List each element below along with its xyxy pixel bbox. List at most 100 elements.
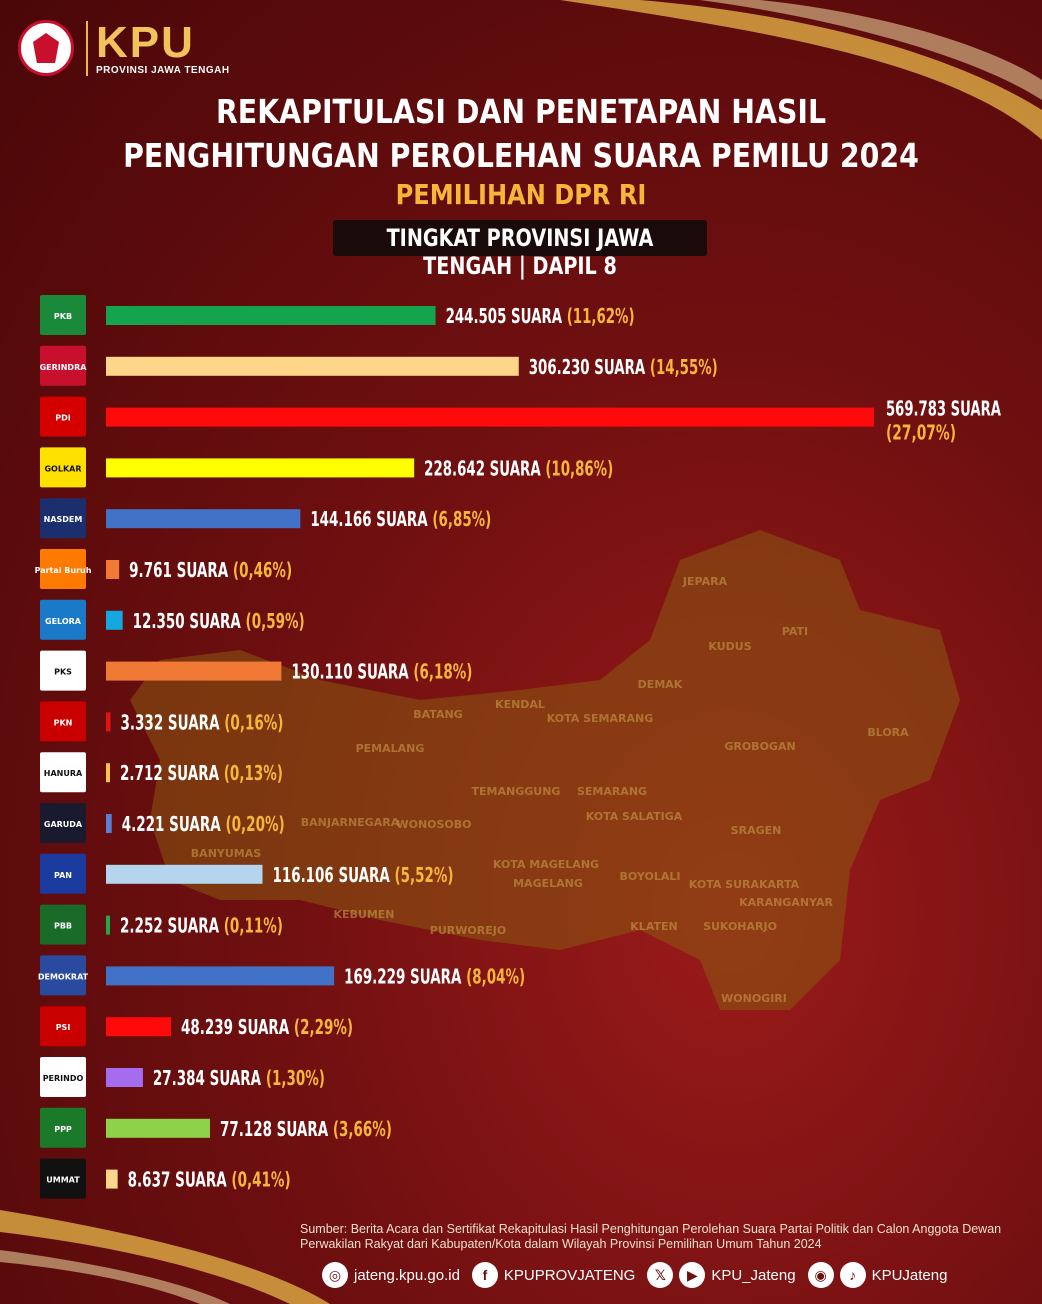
percent-label-9: (0,13%) [224,761,283,785]
party-logo-5: Partai Buruh [35,549,92,589]
percent-label-12: (0,11%) [224,914,283,938]
value-label-14: 48.239 SUARA (2,29%) [181,1015,353,1039]
map-label: WONOGIRI [721,992,787,1005]
party-logo-7: PKS [40,650,86,691]
x-icon[interactable]: 𝕏 [647,1262,674,1288]
bar-10 [106,814,112,833]
map-label: GROBOGAN [724,740,795,753]
map-label: BLORA [867,726,909,739]
percent-label-14: (2,29%) [294,1015,353,1039]
value-label-3: 228.642 SUARA (10,86%) [424,456,613,480]
value-label-4: 144.166 SUARA (6,85%) [310,507,491,531]
party-logo-text: NASDEM [44,515,83,524]
party-logo-text: Partai Buruh [35,566,92,575]
bar-6 [106,610,123,630]
kpu-emblem-icon [18,20,74,76]
party-logo-2: PDI [40,396,86,437]
party-logo-text: GELORA [45,617,82,626]
source-note: Sumber: Berita Acara dan Sertifikat Reka… [300,1222,1002,1251]
map-label: SRAGEN [731,824,782,837]
facebook-link[interactable]: KPUPROVJATENG [503,1266,636,1284]
x-youtube-link[interactable]: KPU_Jateng [711,1266,796,1284]
bar-2 [106,407,874,427]
bar-7 [106,661,282,681]
map-label: TEMANGGUNG [472,785,561,798]
instagram-tiktok-link[interactable]: KPUJateng [871,1266,948,1284]
logo-subtext: PROVINSI JAWA TENGAH [96,64,230,76]
percent-label-15: (1,30%) [266,1066,325,1090]
map-label: BANJARNEGARA [301,816,400,829]
party-logo-8: PKN [40,701,86,742]
value-label-9: 2.712 SUARA (0,13%) [120,761,283,785]
map-label: KOTA MAGELANG [493,858,599,871]
value-label-13: 169.229 SUARA (8,04%) [344,964,525,988]
value-label-17: 8.637 SUARA (0,41%) [128,1168,291,1192]
party-logo-text: GARUDA [44,820,83,829]
percent-label-4: (6,85%) [432,507,491,531]
globe-icon[interactable]: ◎ [322,1262,348,1288]
map-label: MAGELANG [513,877,583,890]
footer: ◎ jateng.kpu.go.id f KPUPROVJATENG 𝕏 ▶ K… [322,1262,959,1288]
map-label: PURWOREJO [430,924,506,937]
party-logo-13: DEMOKRAT [38,955,89,996]
map-label: DEMAK [638,678,683,691]
percent-label-10: (0,20%) [225,812,284,836]
percent-label-0: (11,62%) [567,304,635,328]
value-label-6: 12.350 SUARA (0,59%) [133,609,305,633]
bar-5 [106,560,120,579]
kpu-logo: KPU PROVINSI JAWA TENGAH [18,20,230,76]
party-logo-17: UMMAT [40,1158,86,1199]
party-logo-text: GERINDRA [40,363,88,372]
bar-13 [106,966,335,986]
level-text: TINGKAT PROVINSI JAWA TENGAH | DAPIL 8 [386,224,654,280]
map-label: PEMALANG [356,742,425,755]
website-link[interactable]: jateng.kpu.go.id [354,1266,460,1284]
level-badge [333,220,707,256]
percent-label-16: (3,66%) [333,1117,392,1141]
bar-4 [106,509,301,529]
party-logo-text: PBB [54,922,72,931]
map-label: KENDAL [495,698,545,711]
percent-label-1: (14,55%) [650,355,718,379]
facebook-icon[interactable]: f [471,1262,498,1288]
map-label: SEMARANG [577,785,647,798]
bar-11 [106,864,263,884]
percent-label-13: (8,04%) [466,964,525,988]
party-logo-0: PKB [40,295,86,335]
percent-label-8: (0,16%) [224,710,283,734]
party-logo-text: UMMAT [46,1176,80,1185]
party-logo-text: DEMOKRAT [38,972,89,981]
percent-label-2: (27,07%) [886,421,956,445]
value-label-1: 306.230 SUARA (14,55%) [529,355,718,379]
party-logo-1: GERINDRA [40,345,88,386]
map-label: KLATEN [630,920,677,933]
value-label-2: 569.783 SUARA [886,397,1001,421]
youtube-icon[interactable]: ▶ [679,1262,706,1288]
party-logo-text: PERINDO [43,1074,84,1083]
value-label-10: 4.221 SUARA (0,20%) [122,812,285,836]
map-label: KEBUMEN [333,908,394,921]
party-logo-11: PAN [40,853,86,894]
value-label-5: 9.761 SUARA (0,46%) [129,558,292,582]
party-logo-text: PKS [54,668,72,677]
value-label-11: 116.106 SUARA (5,52%) [272,863,453,887]
value-label-8: 3.332 SUARA (0,16%) [120,710,283,734]
party-logo-text: PDI [55,414,71,423]
subtitle: PEMILIHAN DPR RI [395,178,647,211]
percent-label-7: (6,18%) [413,660,472,684]
percent-label-5: (0,46%) [233,558,292,582]
party-logo-9: HANURA [40,752,86,793]
title-line-1: REKAPITULASI DAN PENETAPAN HASIL [215,92,827,131]
party-logo-text: PKN [54,718,73,727]
party-logo-4: NASDEM [40,498,86,539]
tiktok-icon[interactable]: ♪ [839,1262,866,1288]
map-label: WONOSOBO [396,818,471,831]
party-logo-16: PPP [40,1107,86,1148]
bar-17 [106,1169,118,1189]
instagram-icon[interactable]: ◉ [807,1262,834,1288]
party-logo-text: HANURA [44,769,83,778]
map-label: PATI [782,625,808,638]
map-label: KUDUS [708,640,751,653]
